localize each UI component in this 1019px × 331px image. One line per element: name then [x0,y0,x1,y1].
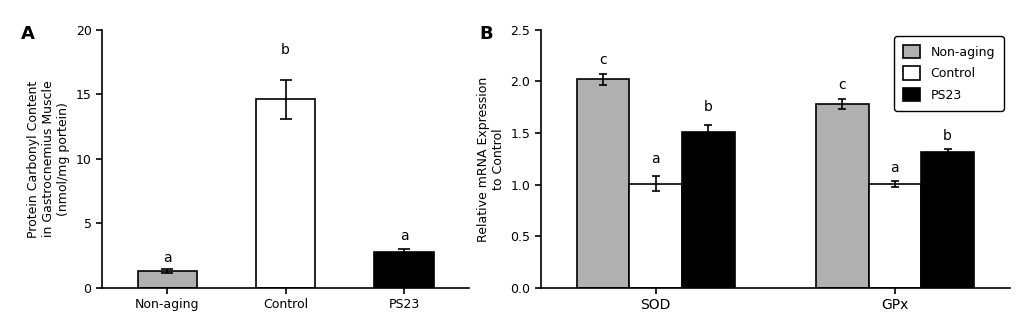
Text: b: b [703,101,712,115]
Legend: Non-aging, Control, PS23: Non-aging, Control, PS23 [894,36,1003,111]
Text: B: B [479,24,493,43]
Bar [629,184,681,288]
Text: c: c [838,78,845,92]
Text: c: c [598,53,606,67]
Y-axis label: Relative mRNA Expression
to Control: Relative mRNA Expression to Control [476,76,504,242]
Bar [920,152,973,288]
Bar [256,100,315,288]
Y-axis label: Protein Carbonyl Content
in Gastrocnemius Muscle
(nmol/mg portein): Protein Carbonyl Content in Gastrocnemiu… [28,80,70,238]
Bar [576,79,629,288]
Text: a: a [163,251,171,265]
Text: a: a [650,152,659,166]
Bar [681,132,734,288]
Text: b: b [281,43,289,57]
Bar [374,252,433,288]
Text: a: a [890,162,899,175]
Bar [868,184,920,288]
Text: a: a [399,229,408,243]
Bar [138,271,197,288]
Bar [815,104,868,288]
Text: A: A [21,24,35,43]
Text: b: b [943,129,951,143]
